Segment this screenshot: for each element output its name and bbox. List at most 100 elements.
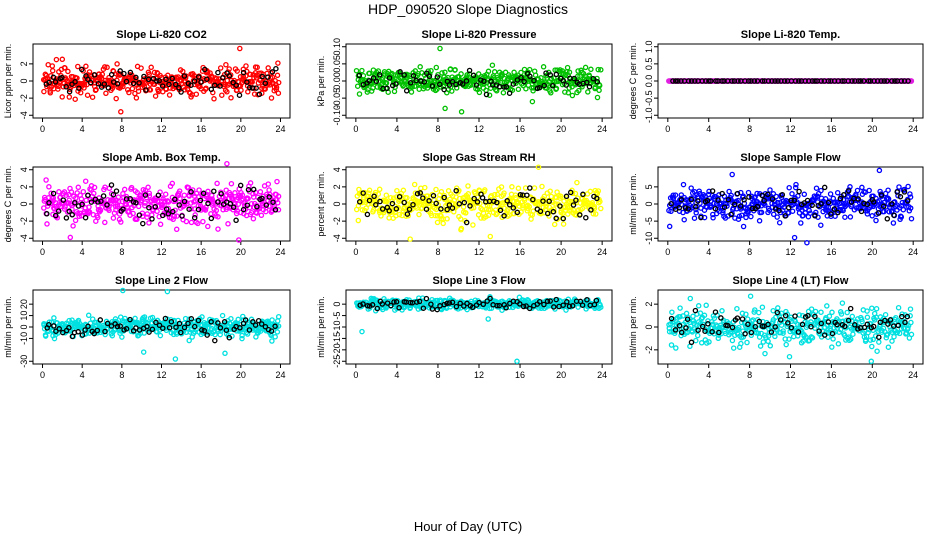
data-point	[774, 214, 780, 220]
panel-title: Slope Li-820 Pressure	[422, 29, 537, 41]
x-tick-label: 24	[597, 370, 607, 380]
data-point	[169, 180, 176, 187]
data-point-black	[441, 194, 447, 201]
data-point-black	[672, 78, 679, 84]
data-point-black	[889, 201, 895, 207]
data-point	[548, 90, 554, 96]
data-point-black	[573, 197, 579, 203]
data-point	[138, 197, 145, 204]
panel-title: Slope Line 2 Flow	[115, 275, 208, 287]
x-tick-label: 16	[196, 124, 206, 134]
data-point	[268, 95, 275, 101]
data-point-black	[777, 317, 784, 323]
data-point-black	[759, 78, 766, 84]
data-point	[470, 82, 477, 88]
data-point-black	[484, 298, 490, 304]
data-point	[363, 205, 369, 211]
data-point	[677, 305, 683, 311]
y-tick-label: 10	[19, 311, 29, 321]
x-tick-label: 4	[706, 370, 711, 380]
data-point	[62, 65, 68, 71]
data-point	[265, 65, 271, 71]
data-point-black	[117, 68, 123, 74]
data-point	[827, 191, 834, 197]
data-point	[224, 89, 230, 95]
data-point-black	[845, 317, 852, 324]
data-point	[726, 188, 732, 195]
scatter-points	[666, 293, 915, 365]
data-point-black	[374, 305, 381, 312]
data-point-black	[108, 182, 115, 188]
data-point	[355, 217, 362, 224]
data-point-black	[117, 323, 123, 329]
data-point	[706, 339, 712, 345]
data-point	[766, 207, 773, 214]
data-point	[235, 201, 242, 207]
data-point	[133, 95, 140, 101]
y-axis-label: ml/min per min.	[3, 296, 13, 358]
data-point-black	[396, 193, 403, 200]
data-point	[235, 316, 241, 323]
data-point	[267, 191, 273, 198]
data-point	[791, 234, 798, 241]
data-point-black	[393, 299, 400, 305]
data-point-black	[567, 189, 574, 196]
data-point	[780, 328, 786, 334]
data-point	[195, 220, 201, 227]
data-point	[564, 64, 571, 71]
data-point-black	[51, 323, 57, 329]
data-point-black	[142, 192, 149, 198]
data-point	[765, 338, 771, 345]
data-point-black	[60, 329, 66, 336]
data-point-black	[244, 79, 250, 85]
data-point-black	[530, 196, 536, 203]
data-point-black	[449, 299, 456, 306]
data-point	[102, 331, 108, 338]
x-tick-label: 0	[353, 124, 358, 134]
data-point-black	[95, 199, 101, 205]
data-point-black	[887, 317, 894, 323]
panel-title: Slope Gas Stream RH	[422, 152, 535, 164]
data-point-black	[882, 317, 888, 324]
data-point	[493, 88, 500, 94]
data-point-black	[401, 199, 407, 206]
data-point	[864, 308, 870, 314]
data-point-black	[725, 196, 732, 203]
data-point-black	[765, 191, 771, 198]
data-point-black	[376, 72, 383, 78]
x-tick-label: 24	[275, 247, 285, 257]
data-point	[876, 339, 882, 345]
data-point	[885, 344, 892, 350]
data-point	[595, 188, 602, 194]
data-point	[696, 188, 702, 194]
data-point	[539, 183, 545, 190]
data-point-black	[423, 70, 430, 76]
data-point	[596, 82, 603, 89]
data-point-black	[69, 212, 75, 218]
data-point-black	[899, 313, 905, 320]
data-point	[78, 196, 85, 202]
data-point-black	[63, 215, 70, 221]
x-tick-label: 20	[236, 247, 246, 257]
data-point-black	[420, 305, 427, 311]
scatter-points	[353, 164, 604, 242]
data-point-black	[160, 325, 166, 331]
data-point-black	[233, 82, 239, 88]
x-tick-label: 12	[785, 370, 795, 380]
data-point-black	[226, 73, 233, 79]
data-point-black	[709, 188, 716, 194]
data-point	[72, 217, 79, 224]
data-point-black	[265, 74, 271, 80]
data-point	[138, 65, 144, 71]
data-point	[515, 185, 522, 192]
data-point-black	[404, 211, 411, 217]
data-point-black	[670, 78, 676, 84]
data-point-black	[397, 69, 403, 75]
data-point-black	[682, 205, 689, 211]
data-point-black	[258, 321, 265, 327]
x-tick-label: 4	[80, 247, 85, 257]
data-point-black	[369, 302, 376, 308]
data-point-black	[849, 78, 855, 84]
data-point-black	[752, 323, 759, 330]
y-tick-label: -4	[19, 111, 29, 119]
